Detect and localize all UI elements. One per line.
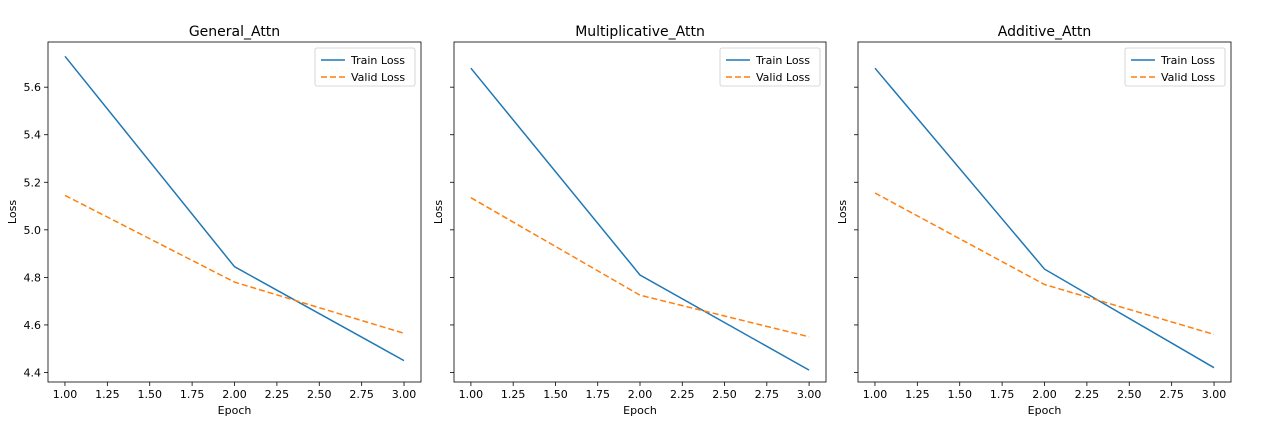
legend-entry: Train Loss	[755, 54, 810, 67]
x-tick-label: 2.25	[1075, 388, 1100, 401]
x-tick-label: 3.00	[392, 388, 417, 401]
chart-panel-2: Multiplicative_Attn 1.00 1.25 1.50 1.75 2.00 2…	[432, 24, 827, 417]
x-tick-label: 1.00	[53, 388, 78, 401]
x-tick-label: 1.00	[459, 388, 484, 401]
x-tick-label: 2.00	[222, 388, 247, 401]
y-tick-label: 5.6	[24, 81, 42, 94]
x-tick-label: 1.50	[137, 388, 162, 401]
x-tick-label: 3.00	[797, 388, 822, 401]
x-tick-label: 3.00	[1202, 388, 1227, 401]
y-tick-label: 5.4	[24, 129, 42, 142]
legend-entry: Valid Loss	[351, 71, 405, 84]
series-line-train-loss	[470, 67, 810, 371]
x-tick-label: 2.00	[1032, 388, 1057, 401]
y-tick-label: 5.0	[24, 224, 42, 237]
legend: Train Loss Valid Loss	[719, 47, 821, 87]
panel-title: Multiplicative_Attn	[575, 24, 705, 40]
x-tick-label: 2.75	[349, 388, 374, 401]
x-tick-label: 2.50	[307, 388, 332, 401]
y-tick-label: 4.8	[24, 271, 42, 284]
y-tick-label: 5.2	[24, 176, 42, 189]
y-axis-label: Loss	[432, 200, 445, 224]
legend-entry: Train Loss	[350, 54, 405, 67]
panel-title: General_Attn	[189, 24, 280, 40]
y-axis-label: Loss	[836, 200, 849, 224]
x-tick-label: 2.25	[265, 388, 290, 401]
y-axis-label: Loss	[6, 200, 19, 224]
x-axis-label: Epoch	[623, 404, 657, 417]
x-tick-label: 1.00	[863, 388, 888, 401]
legend-entry: Valid Loss	[1161, 71, 1215, 84]
y-tick-label: 4.6	[24, 319, 42, 332]
legend-entry: Valid Loss	[756, 71, 810, 84]
legend-entry: Train Loss	[1160, 54, 1215, 67]
x-tick-label: 2.50	[712, 388, 737, 401]
x-tick-label: 1.50	[543, 388, 568, 401]
x-tick-label: 1.75	[990, 388, 1015, 401]
x-tick-label: 1.25	[95, 388, 120, 401]
series-line-train-loss	[874, 67, 1215, 369]
x-tick-label: 1.25	[501, 388, 526, 401]
panel-title: Additive_Attn	[998, 24, 1091, 40]
series-line-valid-loss	[470, 197, 810, 338]
chart-panel-3: Additive_Attn 1.00 1.25 1.50 1.75 2.00 2.25 2.5…	[836, 24, 1232, 417]
x-tick-label: 2.25	[670, 388, 695, 401]
legend: Train Loss Valid Loss	[314, 47, 416, 87]
x-axis-label: Epoch	[218, 404, 252, 417]
series-line-valid-loss	[64, 194, 405, 335]
series-line-train-loss	[64, 55, 405, 362]
x-tick-label: 2.75	[1159, 388, 1184, 401]
x-tick-label: 1.75	[180, 388, 205, 401]
y-tick-label: 4.4	[24, 366, 42, 379]
legend: Train Loss Valid Loss	[1124, 47, 1226, 87]
x-tick-label: 1.50	[947, 388, 972, 401]
x-tick-label: 2.75	[755, 388, 780, 401]
x-tick-label: 2.50	[1117, 388, 1142, 401]
x-tick-label: 1.75	[585, 388, 610, 401]
x-tick-label: 1.25	[905, 388, 930, 401]
x-tick-label: 2.00	[628, 388, 653, 401]
chart-panel-1: General_Attn 1.00 1.25 1.50 1.75 2.00 2.25 2.50…	[6, 24, 422, 417]
series-line-valid-loss	[874, 192, 1215, 336]
x-axis-label: Epoch	[1028, 404, 1062, 417]
